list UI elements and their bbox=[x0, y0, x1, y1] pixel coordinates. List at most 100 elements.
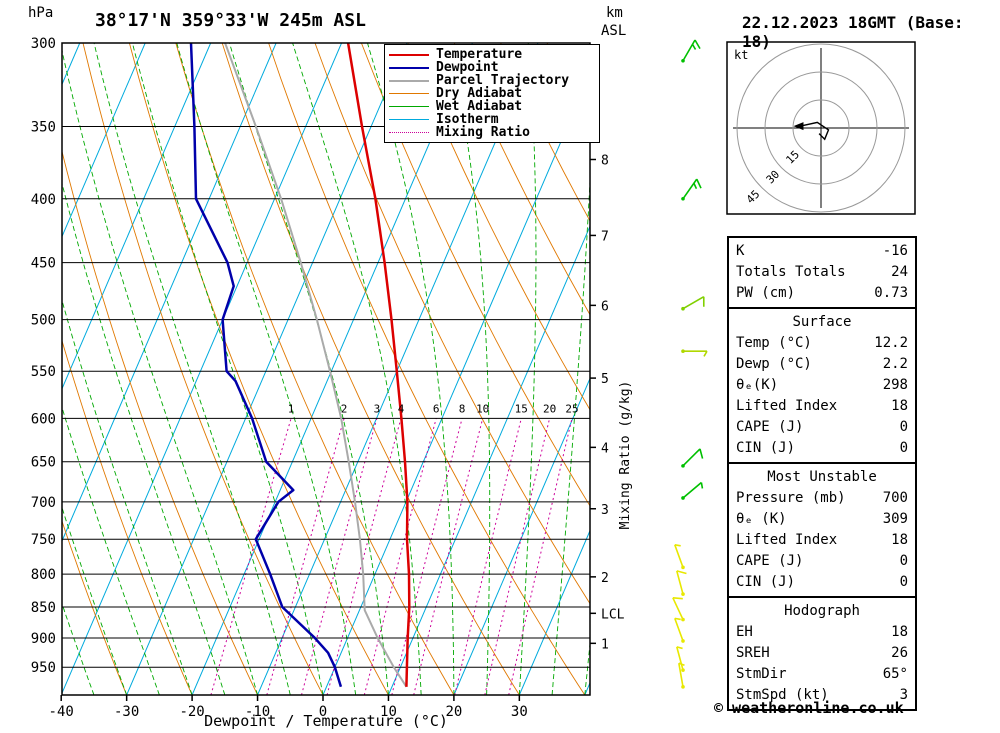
stat-row: θₑ (K) 309 bbox=[729, 509, 915, 530]
stat-label: EH bbox=[736, 624, 753, 640]
dry-adiabat-line bbox=[453, 43, 590, 316]
wet-adiabat-line bbox=[62, 48, 259, 695]
wind-barb bbox=[681, 481, 704, 500]
pressure-tick-label: 900 bbox=[31, 631, 56, 647]
stat-section-header: Surface bbox=[792, 314, 852, 330]
wind-barb bbox=[674, 544, 685, 570]
mixing-ratio-line bbox=[391, 418, 463, 695]
stat-row: PW (cm) 0.73 bbox=[729, 283, 915, 304]
stat-label: Temp (°C) bbox=[736, 335, 812, 351]
stat-section-header: Hodograph bbox=[784, 603, 860, 619]
stat-label: θₑ (K) bbox=[736, 511, 787, 527]
wind-barb bbox=[681, 448, 704, 468]
legend-label: Dewpoint bbox=[436, 60, 499, 75]
stat-value: 700 bbox=[882, 490, 908, 506]
stat-value: -16 bbox=[882, 243, 908, 259]
hodograph-arrowhead bbox=[793, 122, 804, 131]
legend-item: Parcel Trajectory bbox=[389, 73, 595, 88]
stat-label: CAPE (J) bbox=[736, 553, 804, 569]
stat-row: Temp (°C) 12.2 bbox=[729, 333, 915, 354]
station-title: 38°17'N 359°33'W 245m ASL bbox=[95, 10, 366, 31]
mixing-ratio-value-label: 20 bbox=[543, 402, 556, 415]
dry-adiabat-line bbox=[62, 339, 193, 695]
x-axis-title: Dewpoint / Temperature (°C) bbox=[204, 712, 448, 730]
isotherm-line bbox=[62, 43, 343, 695]
mixing-ratio-line bbox=[413, 418, 484, 695]
stat-value: 0 bbox=[899, 574, 908, 590]
copyright: © weatheronline.co.uk bbox=[714, 699, 904, 717]
mixing-ratio-value-label: 4 bbox=[398, 402, 405, 415]
legend-item: Dry Adiabat bbox=[389, 86, 595, 101]
mixing-ratio-line bbox=[301, 418, 378, 695]
pressure-tick-label: 700 bbox=[31, 495, 56, 511]
chart-border bbox=[61, 42, 591, 696]
wet-adiabat-line bbox=[131, 43, 324, 695]
km-axis-unit: km bbox=[606, 5, 623, 21]
legend-item: Wet Adiabat bbox=[389, 99, 595, 114]
temp-tick-label: 0 bbox=[319, 704, 327, 720]
dry-adiabat-line bbox=[62, 149, 259, 695]
temp-tick-label: -10 bbox=[245, 704, 270, 720]
mixing-ratio-line bbox=[326, 418, 402, 695]
stat-row: EH 18 bbox=[729, 622, 915, 643]
stat-value: 18 bbox=[891, 398, 908, 414]
stat-row: CIN (J) 0 bbox=[729, 572, 915, 593]
stat-label: Lifted Index bbox=[736, 532, 838, 548]
stat-value: 3 bbox=[899, 687, 908, 703]
km-tick-label: 3 bbox=[601, 503, 609, 518]
stat-label: Totals Totals bbox=[736, 264, 846, 280]
km-tick-label: 5 bbox=[601, 372, 609, 387]
stat-value: 12.2 bbox=[874, 335, 908, 351]
isotherm-line bbox=[0, 43, 14, 695]
mixing-ratio-line bbox=[454, 418, 522, 695]
stat-value: 0 bbox=[899, 440, 908, 456]
temp-tick-label: 30 bbox=[511, 704, 528, 720]
km-tick-label: 2 bbox=[601, 571, 609, 586]
stat-label: θₑ(K) bbox=[736, 377, 779, 393]
mixing-ratio-value-label: 2 bbox=[341, 402, 348, 415]
mixing-ratio-axis-label: Mixing Ratio (g/kg) bbox=[618, 381, 633, 530]
wind-barb bbox=[676, 646, 685, 672]
stat-row: θₑ(K) 298 bbox=[729, 375, 915, 396]
km-tick-label: 8 bbox=[601, 153, 609, 168]
stat-label: CAPE (J) bbox=[736, 419, 804, 435]
wind-barb bbox=[681, 39, 701, 63]
wet-adiabat-line bbox=[62, 181, 226, 695]
chart-lines-layer bbox=[0, 43, 590, 695]
km-tick-label: 7 bbox=[601, 229, 609, 244]
stat-value: 26 bbox=[891, 645, 908, 661]
legend-label: Dry Adiabat bbox=[436, 86, 523, 101]
legend-label: Isotherm bbox=[436, 112, 499, 127]
legend-label: Wet Adiabat bbox=[436, 99, 523, 114]
temp-tick-label: 10 bbox=[380, 704, 397, 720]
legend-label: Temperature bbox=[436, 47, 523, 62]
legend-label: Mixing Ratio bbox=[436, 125, 530, 140]
pressure-tick-label: 950 bbox=[31, 660, 56, 676]
hodograph-unit-label: kt bbox=[734, 48, 748, 62]
mixing-ratio-line bbox=[508, 418, 573, 695]
pressure-tick-label: 650 bbox=[31, 455, 56, 471]
pressure-tick-label: 350 bbox=[31, 119, 56, 135]
stat-box: Surface Temp (°C) 12.2 Dewp (°C) 2.2 θₑ(K) 298… bbox=[727, 307, 917, 464]
hodograph-ring bbox=[792, 99, 850, 157]
legend-swatch-wet-adiabat bbox=[389, 106, 429, 107]
isotherm-line bbox=[62, 43, 146, 238]
wind-barb bbox=[676, 570, 687, 596]
mixing-ratio-line bbox=[210, 418, 292, 695]
mixing-ratio-value-label: 6 bbox=[433, 402, 440, 415]
dry-adiabat-line bbox=[407, 43, 590, 411]
isotherm-line bbox=[518, 529, 590, 695]
mixing-ratio-value-label: 8 bbox=[459, 402, 466, 415]
stat-label: Pressure (mb) bbox=[736, 490, 846, 506]
pressure-tick-label: 400 bbox=[31, 192, 56, 208]
stat-value: 0 bbox=[899, 419, 908, 435]
mixing-ratio-line bbox=[266, 418, 345, 695]
isotherm-line bbox=[191, 43, 473, 695]
stat-label: StmSpd (kt) bbox=[736, 687, 829, 703]
stat-value: 18 bbox=[891, 624, 908, 640]
wind-barb bbox=[674, 617, 685, 643]
stat-value: 0.73 bbox=[874, 285, 908, 301]
stat-value: 298 bbox=[882, 377, 908, 393]
km-tick-label: 4 bbox=[601, 441, 609, 456]
stat-label: K bbox=[736, 243, 745, 259]
